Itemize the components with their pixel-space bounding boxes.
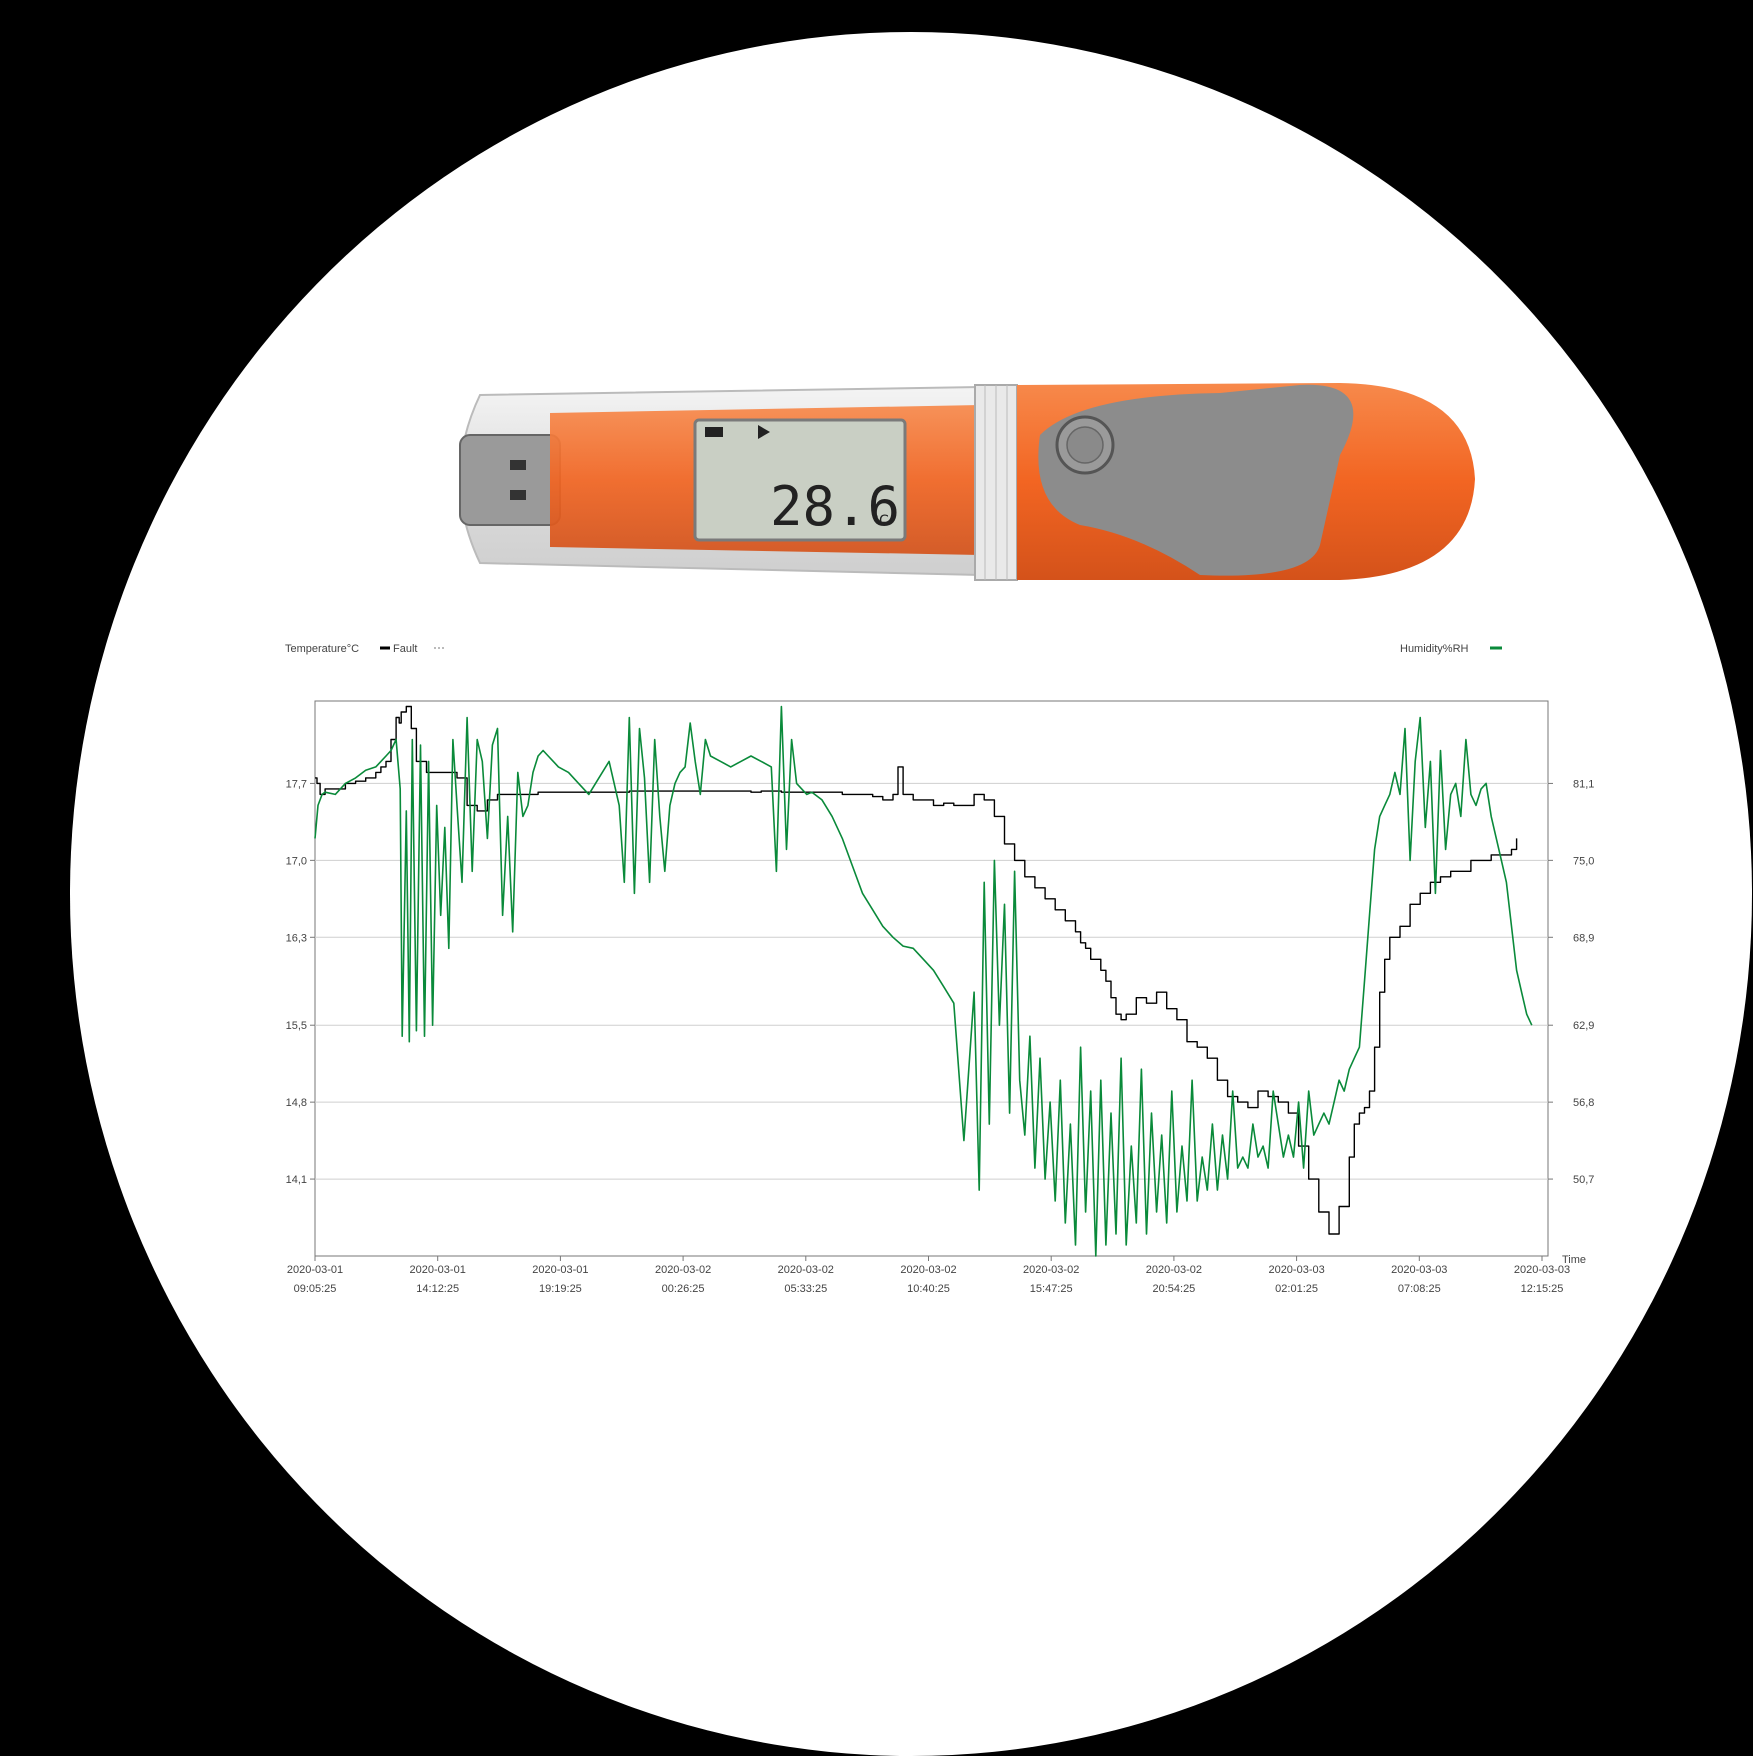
humidity-series-line: [314, 705, 1533, 1257]
x-tick-time: 19:19:25: [539, 1283, 582, 1295]
x-tick-time: 09:05:25: [294, 1283, 337, 1295]
x-tick-date: 2020-03-02: [900, 1264, 956, 1276]
lcd-screen: [693, 418, 907, 542]
legend-humidity-label: Humidity%RH: [1400, 643, 1469, 655]
y-axis-left: 17,7 17,0 16,3 15,5 14,8 14,1: [286, 778, 315, 1186]
y-right-tick-label: 75,0: [1573, 855, 1594, 867]
y-left-tick-label: 17,0: [286, 855, 307, 867]
x-tick-date: 2020-03-02: [1146, 1264, 1202, 1276]
battery-icon: [705, 427, 723, 437]
y-left-tick-label: 15,5: [286, 1020, 307, 1032]
y-right-tick-label: 50,7: [1573, 1174, 1594, 1186]
legend-left: Temperature°C Fault: [285, 643, 446, 655]
x-tick-date: 2020-03-02: [655, 1264, 711, 1276]
x-tick-time: 02:01:25: [1275, 1283, 1318, 1295]
x-tick-time: 10:40:25: [907, 1283, 950, 1295]
y-left-tick-label: 14,1: [286, 1174, 307, 1186]
y-left-tick-label: 16,3: [286, 932, 307, 944]
lcd-unit: °C: [872, 513, 889, 529]
x-tick-date: 2020-03-01: [532, 1264, 588, 1276]
x-tick-time: 00:26:25: [662, 1283, 705, 1295]
legend-fault-label: Fault: [393, 643, 417, 655]
x-tick-time: 15:47:25: [1030, 1283, 1073, 1295]
plot-area: [314, 700, 1549, 1257]
gridlines: [315, 782, 1548, 1180]
legend-temperature-label: Temperature°C: [285, 643, 359, 655]
device-grip: [1038, 384, 1354, 576]
legend-right: Humidity%RH: [1400, 643, 1502, 655]
y-left-tick-label: 17,7: [286, 778, 307, 790]
y-left-tick-label: 14,8: [286, 1097, 307, 1109]
x-tick-date: 2020-03-03: [1268, 1264, 1324, 1276]
x-tick-date: 2020-03-02: [1023, 1264, 1079, 1276]
series-layer: [314, 705, 1533, 1257]
data-logger-device: 28.6 °C: [459, 383, 1475, 581]
y-right-tick-label: 68,9: [1573, 932, 1594, 944]
x-tick-date: 2020-03-03: [1514, 1264, 1570, 1276]
play-icon: [758, 425, 770, 439]
y-right-tick-label: 62,9: [1573, 1020, 1594, 1032]
lcd-reading: 28.6: [770, 475, 900, 538]
x-tick-time: 12:15:25: [1521, 1283, 1564, 1295]
x-tick-date: 2020-03-01: [287, 1264, 343, 1276]
x-axis: 2020-03-01 09:05:25 2020-03-01 14:12:25 2020…: [287, 1256, 1570, 1295]
x-tick-date: 2020-03-03: [1391, 1264, 1447, 1276]
y-right-tick-label: 81,1: [1573, 778, 1594, 790]
x-tick-time: 14:12:25: [416, 1283, 459, 1295]
temperature-series-line: [315, 705, 1518, 1235]
x-tick-time: 07:08:25: [1398, 1283, 1441, 1295]
y-axis-right: 81,1 75,0 68,9 62,9 56,8 50,7: [1548, 778, 1594, 1186]
x-tick-time: 05:33:25: [784, 1283, 827, 1295]
x-tick-date: 2020-03-02: [778, 1264, 834, 1276]
x-tick-date: 2020-03-01: [410, 1264, 466, 1276]
y-right-tick-label: 56,8: [1573, 1097, 1594, 1109]
x-axis-title: Time: [1562, 1254, 1586, 1266]
x-tick-time: 20:54:25: [1152, 1283, 1195, 1295]
